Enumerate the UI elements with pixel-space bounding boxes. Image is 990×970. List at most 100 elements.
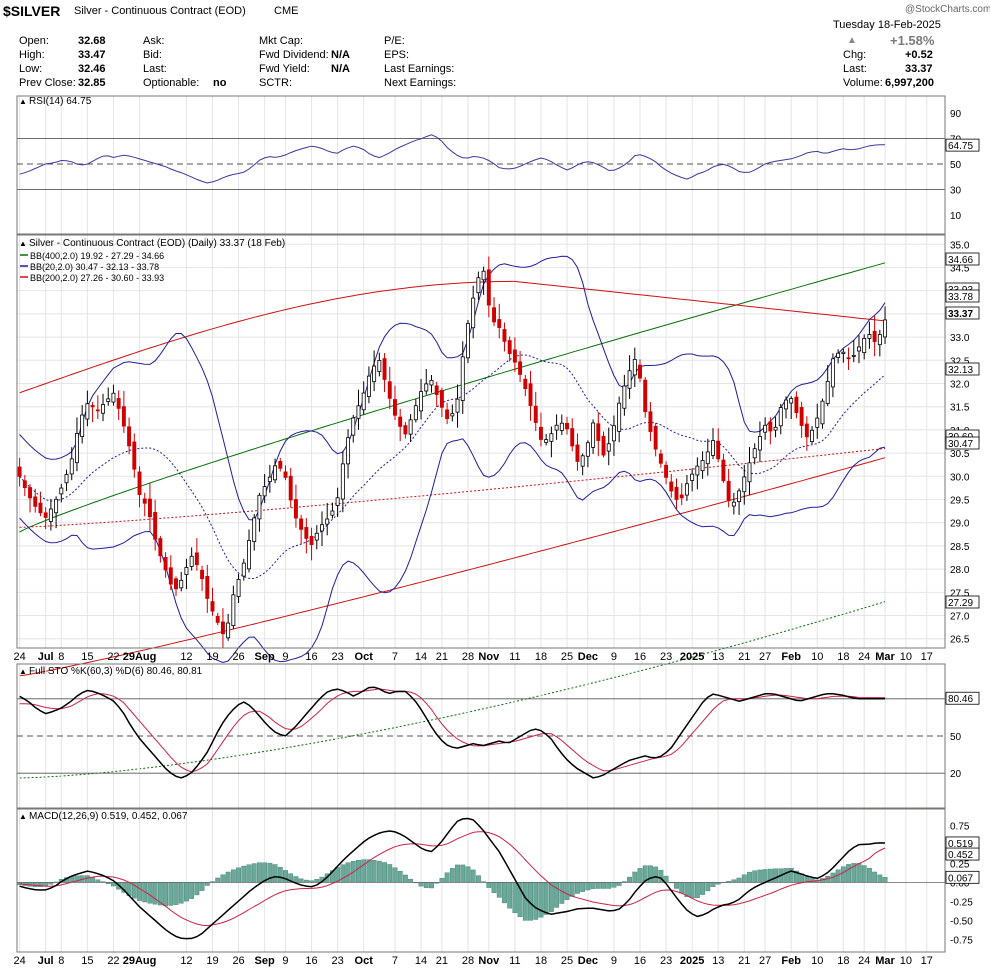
price-icon: ▲ <box>19 239 27 248</box>
price-tick-label: 28.5 <box>950 542 970 553</box>
legend-entry: BB(20,2.0) 30.47 - 32.13 - 33.78 <box>30 262 159 272</box>
macd-histogram-bar <box>204 882 210 886</box>
date-tick-label: Jul <box>38 651 54 663</box>
price-tick-label: 32.5 <box>950 356 970 367</box>
candle-body <box>757 436 762 451</box>
price-tick-label: 30.0 <box>950 472 970 483</box>
date-tick-label-bottom: 12 <box>180 955 192 967</box>
price-tag-box <box>945 306 980 320</box>
candle-body <box>179 579 184 589</box>
macd-histogram-bar <box>616 882 622 886</box>
date-tick-label-bottom: 17 <box>921 955 933 967</box>
candle-body <box>606 443 611 452</box>
candle-body <box>455 398 460 413</box>
price-tag: 27.29 <box>948 598 973 609</box>
candle-body <box>408 419 413 435</box>
candle-body <box>768 421 773 432</box>
candle-body <box>705 451 710 465</box>
date-tick-label-bottom: 21 <box>436 955 448 967</box>
date-tick-label: 10 <box>900 651 912 663</box>
candle-body <box>627 370 632 389</box>
macd-histogram-bar <box>559 882 565 904</box>
macd-histogram-bar <box>627 876 632 883</box>
bb200-lower-line <box>19 457 886 677</box>
candle-body <box>580 455 585 467</box>
bb400-middle-line <box>19 262 886 533</box>
candle-body <box>226 622 231 639</box>
candle-body <box>549 433 554 442</box>
candle-body <box>575 444 580 462</box>
candle-body <box>653 425 658 450</box>
sto-tag-box <box>945 691 980 705</box>
date-tick-label-bottom: 24 <box>858 955 870 967</box>
macd-histogram-bar <box>585 882 591 891</box>
date-tick-label: Nov <box>478 651 500 663</box>
low-label: Low: <box>19 63 43 75</box>
macd-histogram-bar <box>43 882 49 887</box>
date-tick-label-bottom: 23 <box>660 955 672 967</box>
date-tick-label: 16 <box>305 651 317 663</box>
macd-histogram-bar <box>507 882 513 909</box>
date-tick-label: 24 <box>13 651 25 663</box>
candle-body <box>132 441 137 470</box>
macd-tick-label: -0.50 <box>950 916 973 927</box>
candle-body <box>28 487 32 499</box>
price-tag: 33.37 <box>948 309 973 320</box>
date-tick-label-bottom: Mar <box>875 955 895 967</box>
macd-histogram-bar <box>215 877 221 883</box>
candle-body <box>335 497 340 506</box>
candle-body <box>288 475 293 501</box>
macd-signal-tag: 0.452 <box>948 850 973 861</box>
date-tick-label-bottom: 13 <box>712 955 724 967</box>
legend-entry: BB(400,2.0) 19.92 - 27.29 - 34.66 <box>30 251 164 261</box>
sto-title: Full STO %K(60,3) %D(6) 80.46, 80.81 <box>29 666 203 677</box>
date-tick-label: 15 <box>81 651 93 663</box>
candle-body <box>799 407 804 426</box>
macd-histogram-bar <box>601 882 606 889</box>
macd-histogram-bar <box>147 882 153 904</box>
bb200-upper-line <box>19 280 886 394</box>
candle-body <box>658 453 663 464</box>
macd-histogram-bar <box>251 863 257 883</box>
candle-body <box>278 461 283 469</box>
candle-body <box>252 517 257 543</box>
rsi-tick-label: 50 <box>950 160 962 171</box>
price-frame <box>16 234 946 649</box>
date-tick-label: 21 <box>738 651 750 663</box>
date-tick-label-bottom: 16 <box>634 955 646 967</box>
date-tick-label: Sep <box>255 651 275 663</box>
rsi-line <box>19 134 885 184</box>
macd-histogram-bar <box>554 882 560 908</box>
candle-body <box>64 474 69 484</box>
candle-body <box>679 494 684 499</box>
candle-body <box>450 413 455 417</box>
optionable-value: no <box>213 77 227 89</box>
date-tick-label-bottom: 10 <box>811 955 823 967</box>
macd-histogram-bar <box>366 859 372 883</box>
date-tick-label: 24 <box>858 651 870 663</box>
sctr-label: SCTR: <box>259 77 292 89</box>
macd-histogram-bar <box>486 882 492 888</box>
last-label: Last: <box>143 63 167 75</box>
candle-body <box>439 390 444 408</box>
candle-body <box>22 480 27 488</box>
candle-body <box>69 458 74 475</box>
candle-body <box>523 378 528 390</box>
macd-histogram-bar <box>741 874 747 883</box>
candle-body <box>247 540 251 570</box>
price-tag: 32.13 <box>948 365 973 376</box>
macd-histogram-bar <box>694 882 700 899</box>
candle-body <box>544 439 549 443</box>
macd-histogram-bar <box>747 871 752 883</box>
date-tick-label-bottom: 9 <box>611 955 617 967</box>
macd-tick-label: 0.75 <box>950 821 970 832</box>
candle-body <box>700 460 705 472</box>
candle-body <box>419 391 424 412</box>
next-earnings-label: Next Earnings: <box>384 77 457 89</box>
candle-body <box>215 616 220 623</box>
candle-body <box>466 323 470 359</box>
date-tick-label: 10 <box>811 651 823 663</box>
macd-histogram-bar <box>178 882 184 904</box>
bb20-lower-line <box>19 438 886 664</box>
